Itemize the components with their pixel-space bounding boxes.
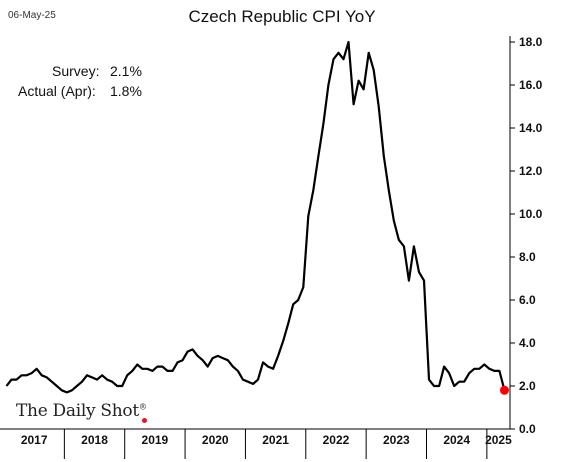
date-stamp: 06-May-25 <box>8 10 56 21</box>
x-tick-label: 2017 <box>21 433 48 447</box>
x-tick-label: 2021 <box>262 433 289 447</box>
brand-mark: ® <box>138 402 147 412</box>
actual-value: 1.8% <box>110 83 142 99</box>
y-tick-label: 6.0 <box>519 293 536 307</box>
survey-label: Survey: <box>52 63 100 79</box>
x-tick-label: 2022 <box>323 433 350 447</box>
x-tick-label: 2024 <box>443 433 470 447</box>
x-tick-label: 2020 <box>202 433 229 447</box>
x-tick-label: 2019 <box>142 433 169 447</box>
brand-name: The Daily Shot <box>16 401 139 421</box>
brand-logo: The Daily Shot® <box>16 401 147 421</box>
y-tick-label: 0.0 <box>519 422 536 436</box>
y-tick-label: 14.0 <box>519 121 543 135</box>
y-tick-label: 16.0 <box>519 78 543 92</box>
cpi-series-line <box>5 40 506 394</box>
actual-label: Actual (Apr): <box>18 83 96 99</box>
y-tick-label: 8.0 <box>519 250 536 264</box>
x-tick-label: 2018 <box>81 433 108 447</box>
chart-title: Czech Republic CPI YoY <box>188 7 376 26</box>
x-tick-label: 2023 <box>383 433 410 447</box>
y-tick-label: 2.0 <box>519 379 536 393</box>
y-tick-label: 4.0 <box>519 336 536 350</box>
y-tick-label: 12.0 <box>519 164 543 178</box>
y-tick-label: 10.0 <box>519 207 543 221</box>
y-tick-label: 18.0 <box>519 35 543 49</box>
x-tick-label: 2025 <box>485 433 512 447</box>
latest-value-marker <box>499 385 509 395</box>
brand-dot <box>142 418 147 423</box>
survey-value: 2.1% <box>110 63 142 79</box>
